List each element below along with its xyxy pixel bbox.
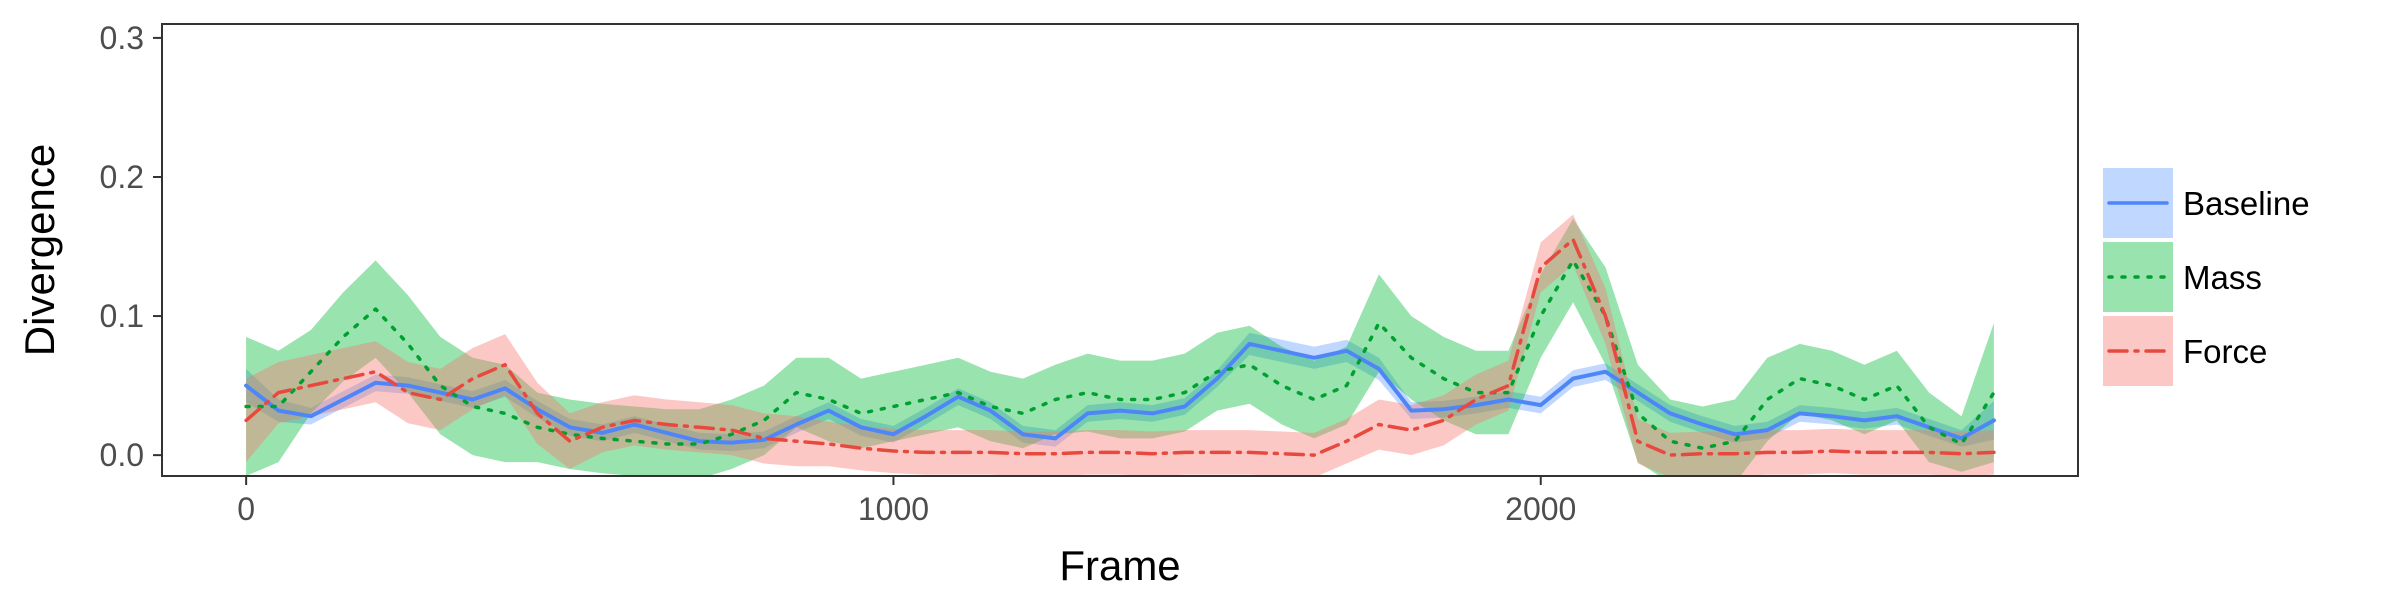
band-force [246, 214, 1994, 476]
line-force [244, 237, 1996, 457]
x-axis-title: Frame [1059, 542, 1180, 589]
line-mass [244, 258, 1996, 450]
y-axis: 0.0 0.1 0.2 0.3 [100, 20, 162, 473]
plot-panel-border [161, 23, 2079, 477]
band-mass [246, 218, 1994, 476]
legend-label: Force [2183, 333, 2267, 370]
line-baseline [244, 341, 1996, 445]
series-lines [244, 237, 1996, 457]
y-tick-label: 0.2 [100, 159, 144, 195]
legend-label: Baseline [2183, 185, 2310, 222]
band-baseline [246, 332, 1994, 451]
confidence-bands [246, 214, 1994, 476]
legend-label: Mass [2183, 259, 2262, 296]
legend-item-force: Force [2103, 316, 2267, 386]
x-axis: 0 1000 2000 [237, 476, 1576, 527]
y-tick-label: 0.3 [100, 20, 144, 56]
y-tick-label: 0.0 [100, 437, 144, 473]
x-tick-label: 2000 [1505, 491, 1576, 527]
legend-item-baseline: Baseline [2103, 168, 2310, 238]
x-tick-label: 1000 [858, 491, 929, 527]
y-axis-title: Divergence [16, 144, 63, 356]
legend-item-mass: Mass [2103, 242, 2262, 312]
legend: Baseline Mass Force [2103, 168, 2310, 386]
x-tick-label: 0 [237, 491, 255, 527]
y-tick-label: 0.1 [100, 298, 144, 334]
